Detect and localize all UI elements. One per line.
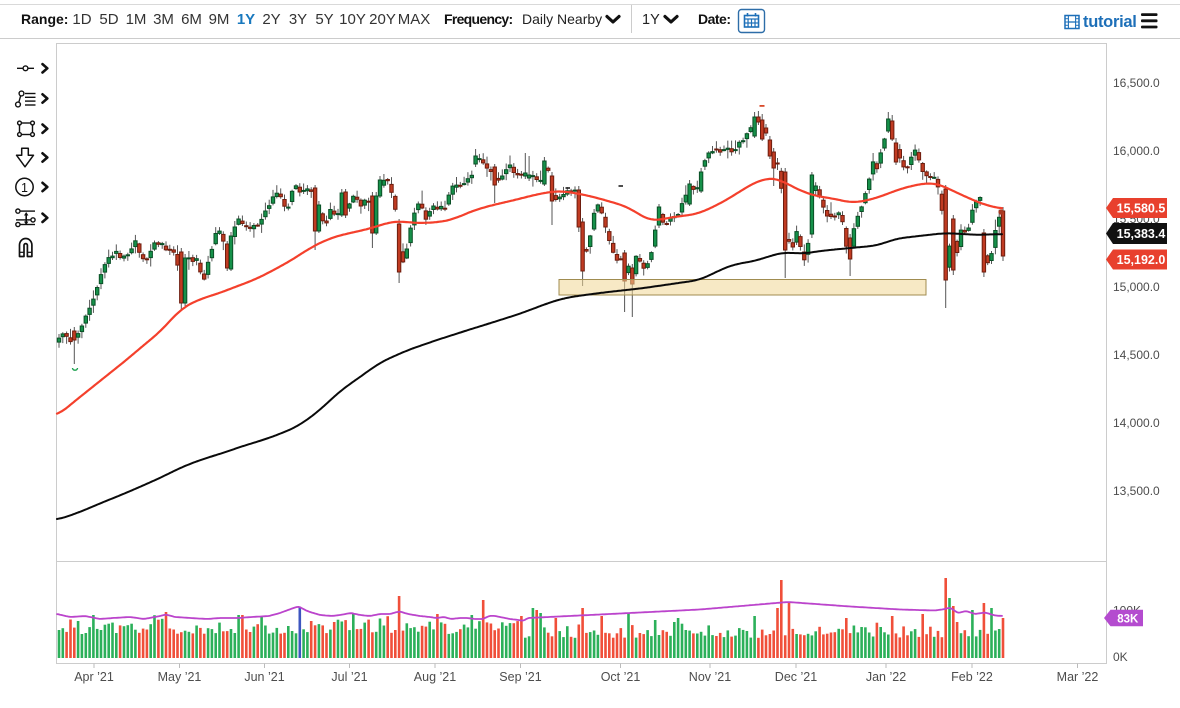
svg-text:May ’21: May ’21 (158, 670, 202, 684)
svg-text:16,000.0: 16,000.0 (1113, 144, 1160, 158)
svg-text:20Y: 20Y (369, 11, 396, 28)
svg-text:Mar ’22: Mar ’22 (1057, 670, 1099, 684)
svg-text:Jun ’21: Jun ’21 (244, 670, 284, 684)
svg-text:1Y: 1Y (642, 12, 660, 28)
svg-text:15,000.0: 15,000.0 (1113, 280, 1160, 294)
svg-text:Sep ’21: Sep ’21 (499, 670, 541, 684)
svg-text:6M: 6M (181, 11, 202, 28)
svg-text:83K: 83K (1117, 614, 1139, 626)
svg-text:Frequency:: Frequency: (444, 11, 512, 27)
svg-text:15,192.0: 15,192.0 (1117, 253, 1166, 267)
svg-text:14,000.0: 14,000.0 (1113, 416, 1160, 430)
svg-text:3M: 3M (153, 11, 174, 28)
svg-text:Feb ’22: Feb ’22 (951, 670, 993, 684)
svg-text:1: 1 (21, 181, 28, 195)
svg-text:15,580.5: 15,580.5 (1117, 202, 1166, 216)
svg-text:14,500.0: 14,500.0 (1113, 348, 1160, 362)
svg-text:3Y: 3Y (289, 11, 307, 28)
svg-text:Apr ’21: Apr ’21 (74, 670, 114, 684)
svg-text:Range:: Range: (21, 11, 68, 27)
svg-text:Jan ’22: Jan ’22 (866, 670, 906, 684)
svg-text:Daily Nearby: Daily Nearby (522, 11, 602, 27)
svg-text:13,500.0: 13,500.0 (1113, 484, 1160, 498)
svg-text:1D: 1D (72, 11, 91, 28)
svg-text:16,500.0: 16,500.0 (1113, 76, 1160, 90)
svg-text:MAX: MAX (398, 11, 431, 28)
svg-text:10Y: 10Y (339, 11, 366, 28)
svg-text:1M: 1M (126, 11, 147, 28)
svg-text:Oct ’21: Oct ’21 (601, 670, 641, 684)
svg-text:15,383.4: 15,383.4 (1117, 227, 1166, 241)
svg-text:Dec ’21: Dec ’21 (775, 670, 817, 684)
svg-text:9M: 9M (209, 11, 230, 28)
svg-text:2Y: 2Y (262, 11, 280, 28)
svg-text:5D: 5D (99, 11, 118, 28)
svg-text:Date:: Date: (698, 11, 731, 27)
svg-text:Aug ’21: Aug ’21 (414, 670, 456, 684)
svg-text:Nov ’21: Nov ’21 (689, 670, 731, 684)
svg-text:1Y: 1Y (237, 11, 255, 28)
svg-text:0K: 0K (1113, 650, 1128, 664)
svg-text:tutorial: tutorial (1083, 13, 1137, 31)
svg-text:Jul ’21: Jul ’21 (331, 670, 367, 684)
svg-text:5Y: 5Y (315, 11, 333, 28)
